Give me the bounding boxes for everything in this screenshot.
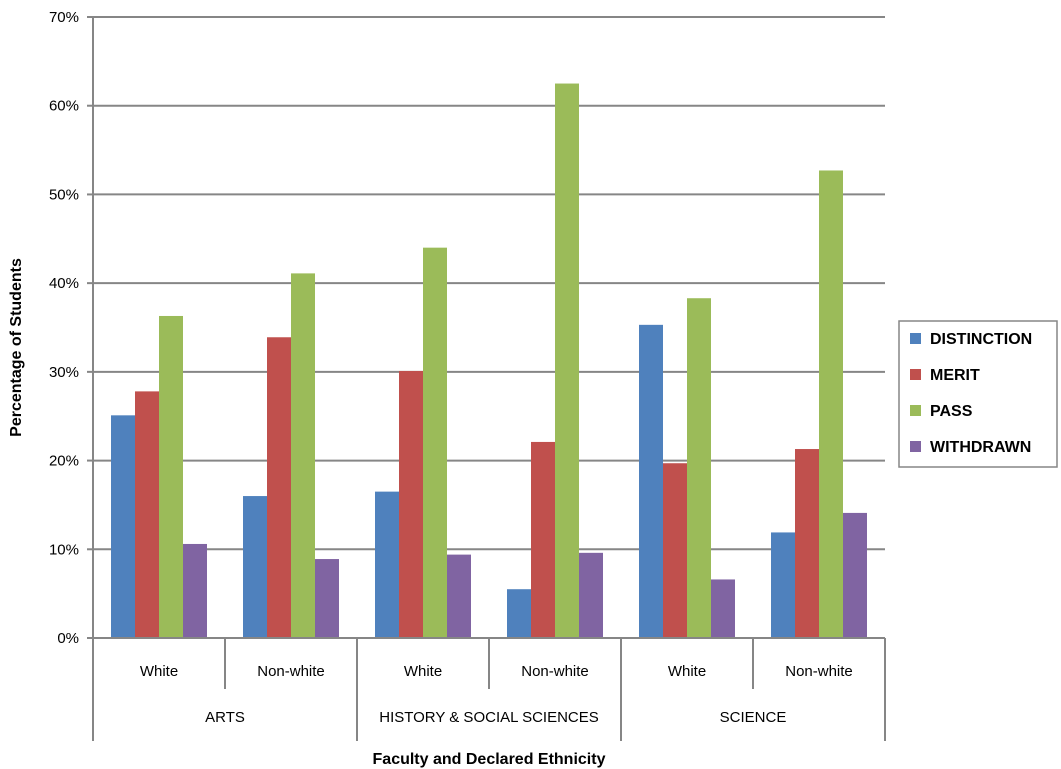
bar-withdrawn-2 xyxy=(447,554,471,638)
bar-distinction-0 xyxy=(111,415,135,638)
bar-pass-4 xyxy=(687,298,711,638)
x-category-label-0: White xyxy=(140,663,178,680)
bar-pass-2 xyxy=(423,247,447,638)
bar-merit-2 xyxy=(399,370,423,638)
legend-swatch-distinction xyxy=(910,333,921,344)
bar-withdrawn-0 xyxy=(183,543,207,638)
bar-distinction-4 xyxy=(639,324,663,638)
x-category-label-2: White xyxy=(404,663,442,680)
y-tick-label-7: 70% xyxy=(49,9,79,26)
legend-label-distinction: DISTINCTION xyxy=(930,331,1032,348)
x-category-label-3: Non-white xyxy=(521,663,589,680)
x-category-label-1: Non-white xyxy=(257,663,325,680)
x-group-label-1: HISTORY & SOCIAL SCIENCES xyxy=(379,709,599,726)
x-category-label-4: White xyxy=(668,663,706,680)
legend-label-merit: MERIT xyxy=(930,367,980,384)
y-tick-label-4: 40% xyxy=(49,275,79,292)
bar-withdrawn-5 xyxy=(843,512,867,638)
bar-merit-4 xyxy=(663,463,687,638)
y-tick-label-5: 50% xyxy=(49,186,79,203)
bar-merit-0 xyxy=(135,391,159,638)
x-group-label-0: ARTS xyxy=(205,709,245,726)
bar-pass-1 xyxy=(291,273,315,638)
bar-withdrawn-4 xyxy=(711,579,735,638)
bar-merit-1 xyxy=(267,337,291,638)
y-tick-label-6: 60% xyxy=(49,98,79,115)
x-group-label-2: SCIENCE xyxy=(720,709,787,726)
y-tick-label-1: 10% xyxy=(49,541,79,558)
bar-distinction-5 xyxy=(771,532,795,638)
legend-box xyxy=(898,320,1058,468)
bar-distinction-1 xyxy=(243,496,267,638)
bar-pass-0 xyxy=(159,315,183,638)
bar-withdrawn-3 xyxy=(579,552,603,638)
bar-merit-5 xyxy=(795,449,819,638)
y-tick-label-2: 20% xyxy=(49,453,79,470)
bar-pass-3 xyxy=(555,83,579,639)
legend-swatch-pass xyxy=(910,405,921,416)
y-tick-label-3: 30% xyxy=(49,364,79,381)
x-category-label-5: Non-white xyxy=(785,663,853,680)
legend-swatch-withdrawn xyxy=(910,441,921,452)
bar-pass-5 xyxy=(819,170,843,638)
bar-merit-3 xyxy=(531,441,555,638)
y-tick-label-0: 0% xyxy=(57,630,79,647)
y-axis-title: Percentage of Students xyxy=(8,258,25,437)
x-axis-title: Faculty and Declared Ethnicity xyxy=(373,751,606,768)
legend-swatch-merit xyxy=(910,369,921,380)
bar-distinction-3 xyxy=(507,589,531,638)
legend-label-withdrawn: WITHDRAWN xyxy=(930,439,1031,456)
bar-distinction-2 xyxy=(375,491,399,638)
bar-withdrawn-1 xyxy=(315,559,339,638)
legend-label-pass: PASS xyxy=(930,403,973,420)
